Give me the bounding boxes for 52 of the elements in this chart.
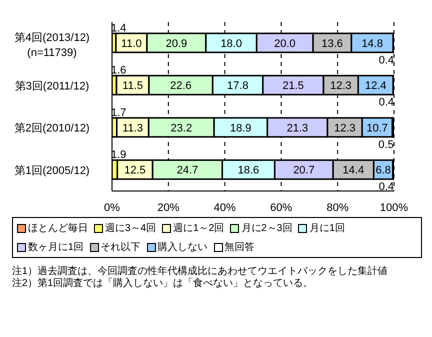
data-label: 24.7: [176, 164, 198, 177]
y-tick-label: 第2回(2010/12): [14, 122, 90, 135]
data-label: 21.3: [286, 122, 308, 134]
legend-label: 週に3～4回: [105, 222, 156, 235]
legend-label: 月に2～3回: [241, 222, 292, 235]
data-label: 1.4: [111, 22, 126, 34]
data-label: 12.4: [364, 80, 386, 92]
data-label: 20.0: [274, 38, 296, 50]
data-label: 10.7: [366, 122, 388, 134]
legend-label: 週に1～2回: [173, 222, 224, 235]
data-label: 11.0: [121, 38, 142, 50]
data-label: 20.9: [166, 38, 188, 50]
legend-label: ほとんど毎日: [28, 222, 88, 235]
data-label: 1.9: [111, 149, 126, 162]
text: 注2）第1回調査では「購入しない」は「食べない」となっている。: [12, 278, 314, 290]
x-tick-label: 80%: [326, 202, 349, 214]
y-tick-label: 第3回(2011/12): [14, 80, 90, 92]
data-label: 13.6: [322, 38, 343, 50]
data-label: 12.5: [124, 164, 146, 177]
data-label: 12.3: [334, 122, 356, 134]
legend-label: 購入しない: [158, 240, 208, 254]
data-label: 12.3: [330, 80, 352, 92]
data-label: 18.9: [230, 122, 252, 134]
data-label: 0.4: [378, 54, 394, 66]
data-label: 21.5: [282, 80, 304, 92]
legend-label: 月に1回: [309, 222, 345, 235]
y-tick-label: 第4回(2013/12) (n=11739): [14, 32, 90, 60]
data-label: 20.7: [293, 164, 315, 177]
data-label: 17.8: [227, 80, 248, 92]
legend-label: それ以下: [100, 240, 141, 254]
x-tick-label: 100%: [380, 202, 408, 214]
data-label: 22.6: [170, 80, 192, 92]
data-label: 11.3: [122, 122, 144, 134]
data-label: 18.0: [220, 38, 242, 50]
x-tick-label: 0%: [104, 202, 120, 214]
data-label: 0.4: [378, 96, 394, 109]
data-label: 0.5: [378, 138, 394, 151]
text: 注1）過去調査は、今回調査の性年代構成比にあわせてウエイトバックをした集計値: [12, 266, 389, 278]
legend-label: 無回答: [224, 241, 255, 254]
data-label: 0.4: [378, 181, 394, 194]
data-label: 14.4: [342, 164, 364, 177]
x-tick-label: 20%: [157, 202, 180, 214]
data-label: 23.2: [170, 122, 192, 134]
y-tick-label: 第1回(2005/12): [14, 164, 90, 177]
data-label: 6.8: [376, 164, 391, 177]
data-label: 18.6: [238, 164, 260, 177]
x-tick-label: 60%: [270, 202, 292, 214]
data-label: 11.5: [122, 80, 144, 92]
data-label: 1.6: [111, 64, 126, 77]
x-tick-label: 40%: [214, 202, 236, 214]
legend-label: 数ヶ月に1回: [28, 241, 84, 254]
data-label: 14.8: [362, 38, 383, 50]
